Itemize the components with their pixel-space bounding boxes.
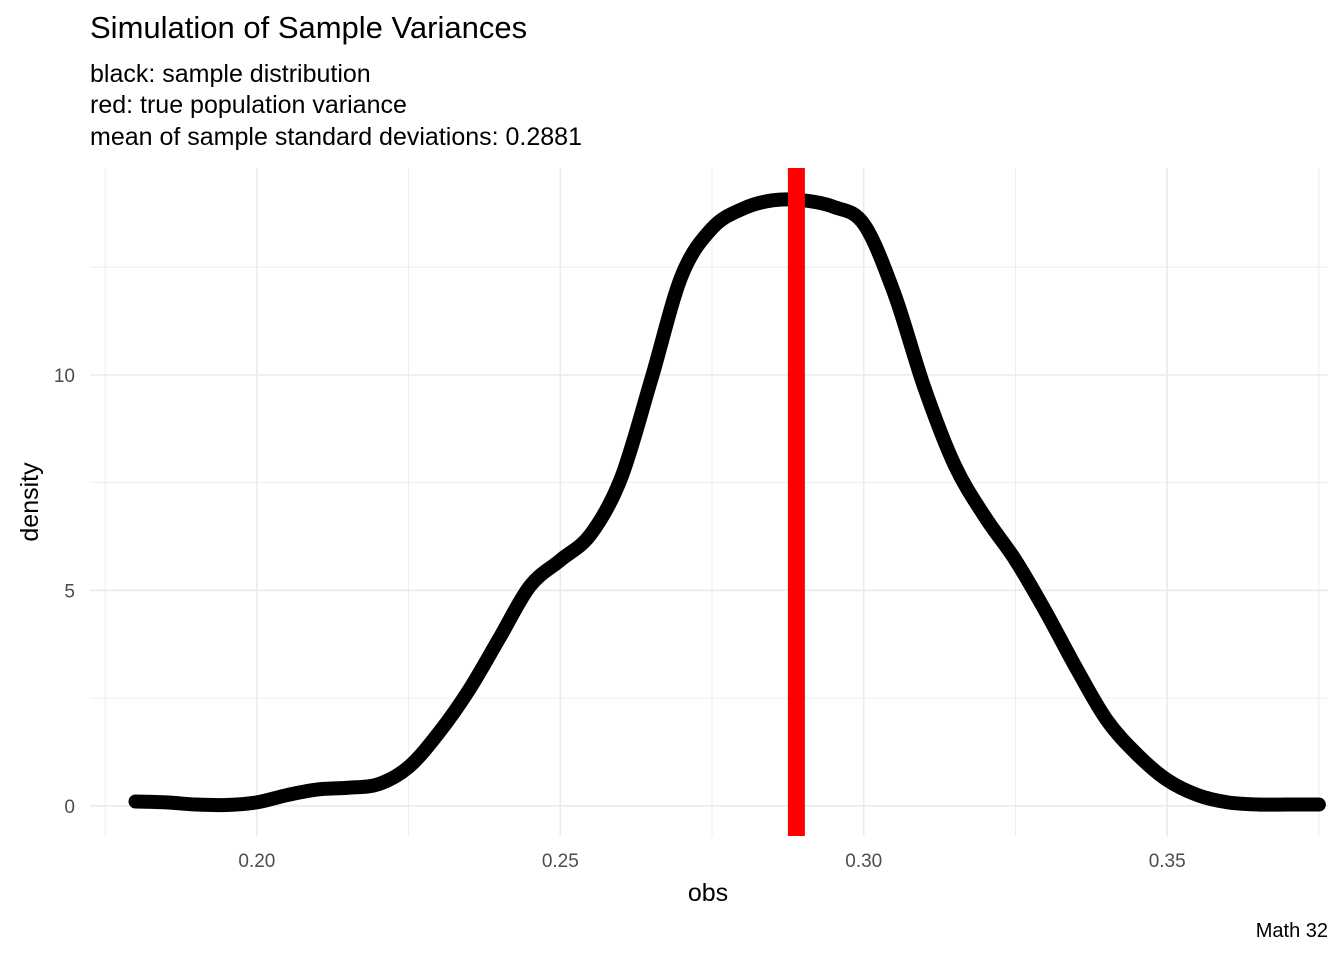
density-series xyxy=(128,192,1326,813)
x-tick-label: 0.30 xyxy=(845,851,882,872)
y-tick-label: 5 xyxy=(64,581,75,602)
y-tick-label: 0 xyxy=(64,797,75,818)
x-tick-label: 0.25 xyxy=(542,851,579,872)
x-tick-label: 0.20 xyxy=(238,851,275,872)
subtitle-line-1: black: sample distribution xyxy=(90,60,371,88)
x-tick-labels: 0.20 0.25 0.30 0.35 xyxy=(238,851,1185,872)
x-tick-label: 0.35 xyxy=(1149,851,1186,872)
density-line xyxy=(128,192,1326,813)
subtitle-line-2: red: true population variance xyxy=(90,91,407,119)
y-tick-labels: 0 5 10 xyxy=(54,366,75,818)
subtitle-line-3: mean of sample standard deviations: 0.28… xyxy=(90,123,582,151)
chart-title: Simulation of Sample Variances xyxy=(90,10,528,45)
y-tick-label: 10 xyxy=(54,366,75,387)
x-axis-label: obs xyxy=(688,879,728,907)
y-axis-label: density xyxy=(16,462,44,542)
minor-gridlines xyxy=(90,168,1328,836)
major-gridlines xyxy=(90,168,1328,836)
caption: Math 32 xyxy=(1255,920,1328,942)
